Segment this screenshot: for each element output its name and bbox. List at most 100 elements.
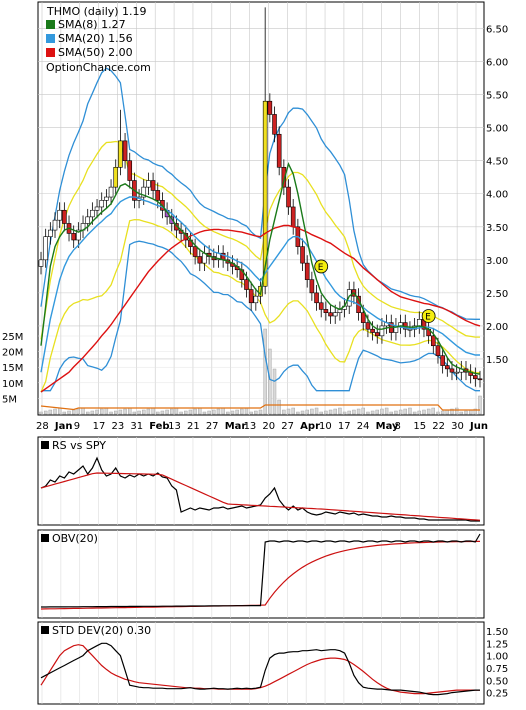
volume-average-line (40, 404, 480, 411)
volume-bar (412, 411, 417, 415)
candle-body (192, 246, 198, 257)
volume-bar (160, 410, 165, 415)
volume-bar (132, 411, 137, 415)
obv-legend-swatch (41, 534, 49, 542)
legend-sma20: SMA(20) 1.56 (58, 32, 133, 45)
volume-bar (454, 407, 459, 415)
volume-tick-label: 25M (2, 332, 23, 343)
candle-body (108, 186, 114, 198)
volume-bar (76, 408, 81, 415)
obv-lines (40, 533, 481, 610)
date-tick-label: May (376, 421, 399, 432)
earnings-marker-label: E (318, 263, 324, 273)
volume-bar (67, 410, 71, 415)
volume-bar (207, 410, 211, 415)
std-lines (40, 642, 480, 696)
date-tick-label: 31 (130, 421, 143, 432)
sma8-line (40, 162, 481, 375)
candle-body (477, 378, 483, 381)
volume-bar (398, 409, 403, 415)
volume-bar (389, 411, 393, 415)
earnings-marker-label: E (425, 313, 431, 323)
date-tick-label: 13 (244, 421, 257, 432)
volume-bar (310, 408, 314, 415)
volume-bar (226, 411, 230, 415)
volume-bar (254, 410, 258, 415)
watermark: OptionChance.com (46, 61, 151, 74)
candle-body (244, 279, 249, 290)
moving-averages (40, 162, 481, 393)
volume-bar (142, 409, 146, 415)
volume-bar (352, 409, 356, 415)
candle-body (38, 259, 44, 267)
volume-bar (319, 411, 323, 415)
volume-bar (375, 409, 379, 415)
price-tick-label: 6.50 (486, 25, 508, 36)
volume-bar (221, 407, 225, 415)
std-tick-label: 1.25 (486, 639, 508, 650)
rs-legend-swatch (41, 441, 49, 449)
std-tick-label: 0.75 (486, 664, 508, 675)
volume-bar (408, 407, 412, 415)
volume-bar (48, 409, 53, 415)
bollinger-upper (40, 67, 480, 320)
candle-body (314, 292, 319, 304)
volume-bar (170, 408, 174, 415)
candle-body (155, 190, 161, 201)
std-tick-label: 1.00 (486, 652, 508, 663)
date-tick-label: Jun (469, 421, 488, 432)
volume-bar (53, 408, 57, 415)
candle-body (113, 167, 119, 188)
candle-body (304, 262, 310, 280)
candle-body (85, 216, 91, 224)
rs-line (40, 456, 480, 522)
candle-body (454, 371, 459, 374)
earnings-marker (421, 309, 436, 323)
date-tick-label: 9 (74, 421, 80, 432)
volume-bar (347, 410, 351, 415)
volume-axis: 25M 20M 15M 10M 5M (2, 332, 23, 405)
volume-bar (328, 409, 333, 415)
candle-body (52, 219, 58, 231)
std-tick-label: 0.25 (486, 689, 508, 700)
candle-body (253, 295, 259, 304)
date-tick-label: 24 (357, 421, 370, 432)
date-tick-label: Feb (149, 421, 169, 432)
std-title: STD DEV(20) 0.30 (52, 624, 151, 637)
candle-body (48, 229, 53, 237)
candle-body (374, 332, 380, 337)
volume-tick-label: 20M (2, 348, 23, 359)
volume-bar (436, 411, 440, 415)
candle-body (318, 302, 324, 310)
date-tick-label: 20 (262, 421, 275, 432)
volume-bar (277, 399, 281, 415)
volume-bar (174, 407, 179, 415)
earnings-marker (314, 259, 329, 274)
volume-bar (240, 408, 244, 415)
date-tick-label: 27 (281, 421, 294, 432)
volume-bar (338, 407, 342, 415)
candle-body (71, 233, 76, 241)
candle-body (262, 100, 268, 287)
candle-body (445, 365, 450, 370)
volume-bar (403, 408, 407, 415)
volume-bar (43, 410, 48, 415)
volume-bar (361, 407, 365, 415)
candle-body (76, 229, 81, 241)
volume-bar (216, 408, 221, 415)
volume-bar (244, 407, 249, 415)
candle-body (328, 312, 333, 317)
volume-bar (380, 408, 384, 415)
price-tick-label: 1.50 (486, 355, 508, 366)
price-axis: 6.50 6.00 5.50 5.00 4.50 4.00 3.50 3.00 2.50 2.00… (486, 25, 508, 366)
candle-body (365, 322, 371, 330)
bollinger-lower (41, 240, 480, 392)
volume-bar (235, 409, 239, 415)
candle-body (267, 100, 273, 115)
volume-bar (90, 410, 95, 415)
candle-body (57, 209, 62, 221)
date-tick-label: 15 (413, 421, 426, 432)
price-tick-label: 2.00 (486, 322, 508, 333)
volume-bar (282, 409, 286, 415)
date-tick-label: 30 (451, 421, 464, 432)
